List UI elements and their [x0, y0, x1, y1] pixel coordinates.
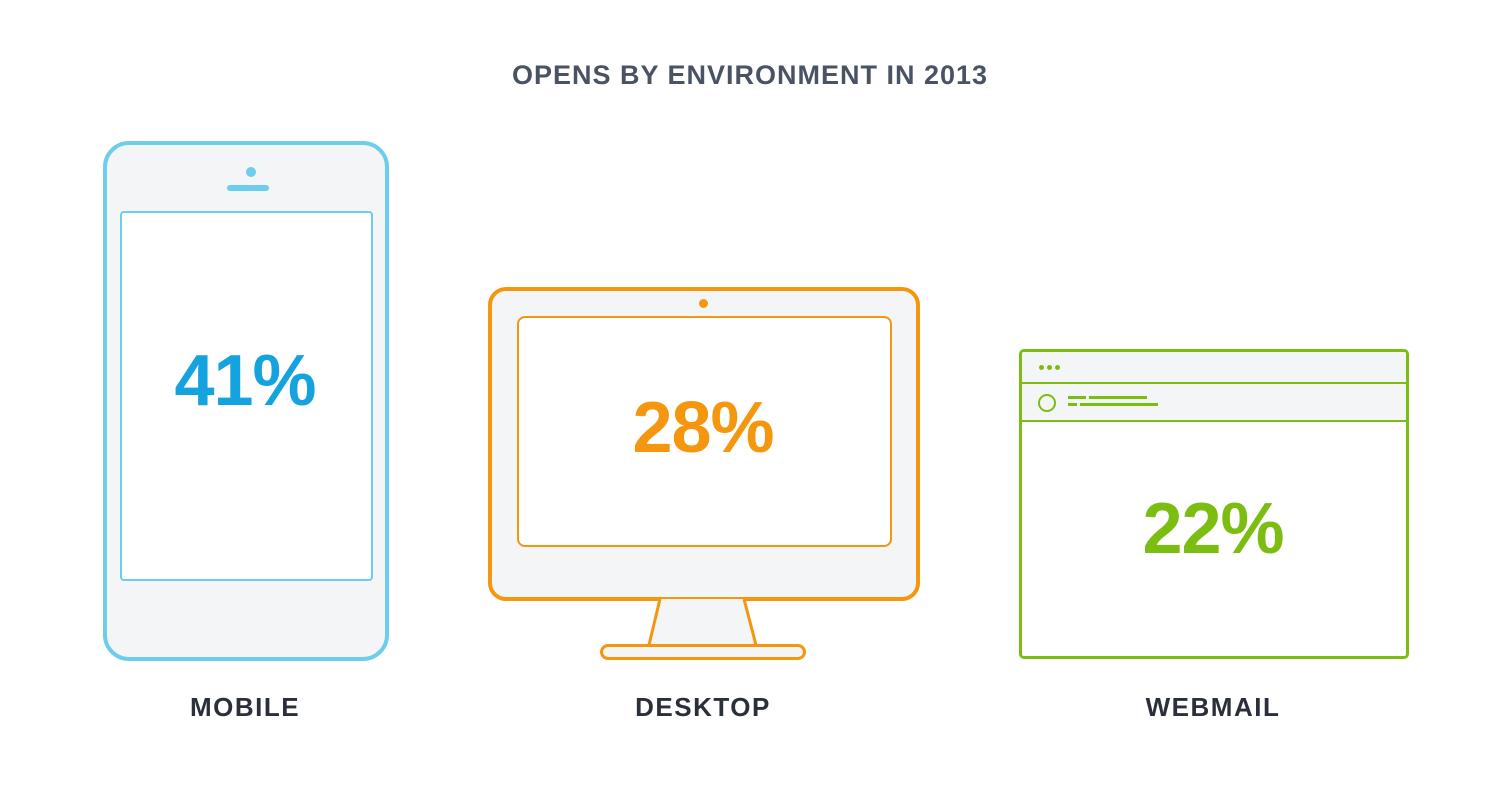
browser-titlebar — [1022, 352, 1406, 384]
webmail-percentage: 22% — [1142, 489, 1284, 569]
desktop-monitor-icon — [488, 287, 920, 601]
address-line-icon — [1068, 396, 1086, 399]
monitor-base-icon — [600, 644, 806, 660]
window-dot-icon — [1039, 365, 1044, 370]
monitor-camera-icon — [699, 299, 708, 308]
browser-circle-icon — [1038, 394, 1056, 412]
desktop-percentage: 28% — [632, 388, 774, 468]
address-line-icon — [1089, 396, 1147, 399]
webmail-label: WEBMAIL — [1145, 692, 1281, 722]
browser-toolbar — [1022, 384, 1406, 422]
phone-screen — [120, 211, 373, 581]
window-dot-icon — [1055, 365, 1060, 370]
monitor-stand-icon — [647, 598, 758, 646]
mobile-phone-icon — [103, 141, 389, 661]
mobile-percentage: 41% — [174, 341, 316, 421]
chart-title: OPENS BY ENVIRONMENT IN 2013 — [511, 60, 989, 90]
phone-speaker-icon — [227, 185, 269, 191]
monitor-screen — [517, 316, 892, 547]
window-dot-icon — [1047, 365, 1052, 370]
webmail-browser-icon — [1019, 349, 1409, 659]
desktop-label: DESKTOP — [635, 692, 771, 722]
address-line-icon — [1068, 403, 1077, 406]
phone-camera-icon — [246, 167, 256, 177]
address-line-icon — [1080, 403, 1158, 406]
mobile-label: MOBILE — [189, 692, 301, 722]
